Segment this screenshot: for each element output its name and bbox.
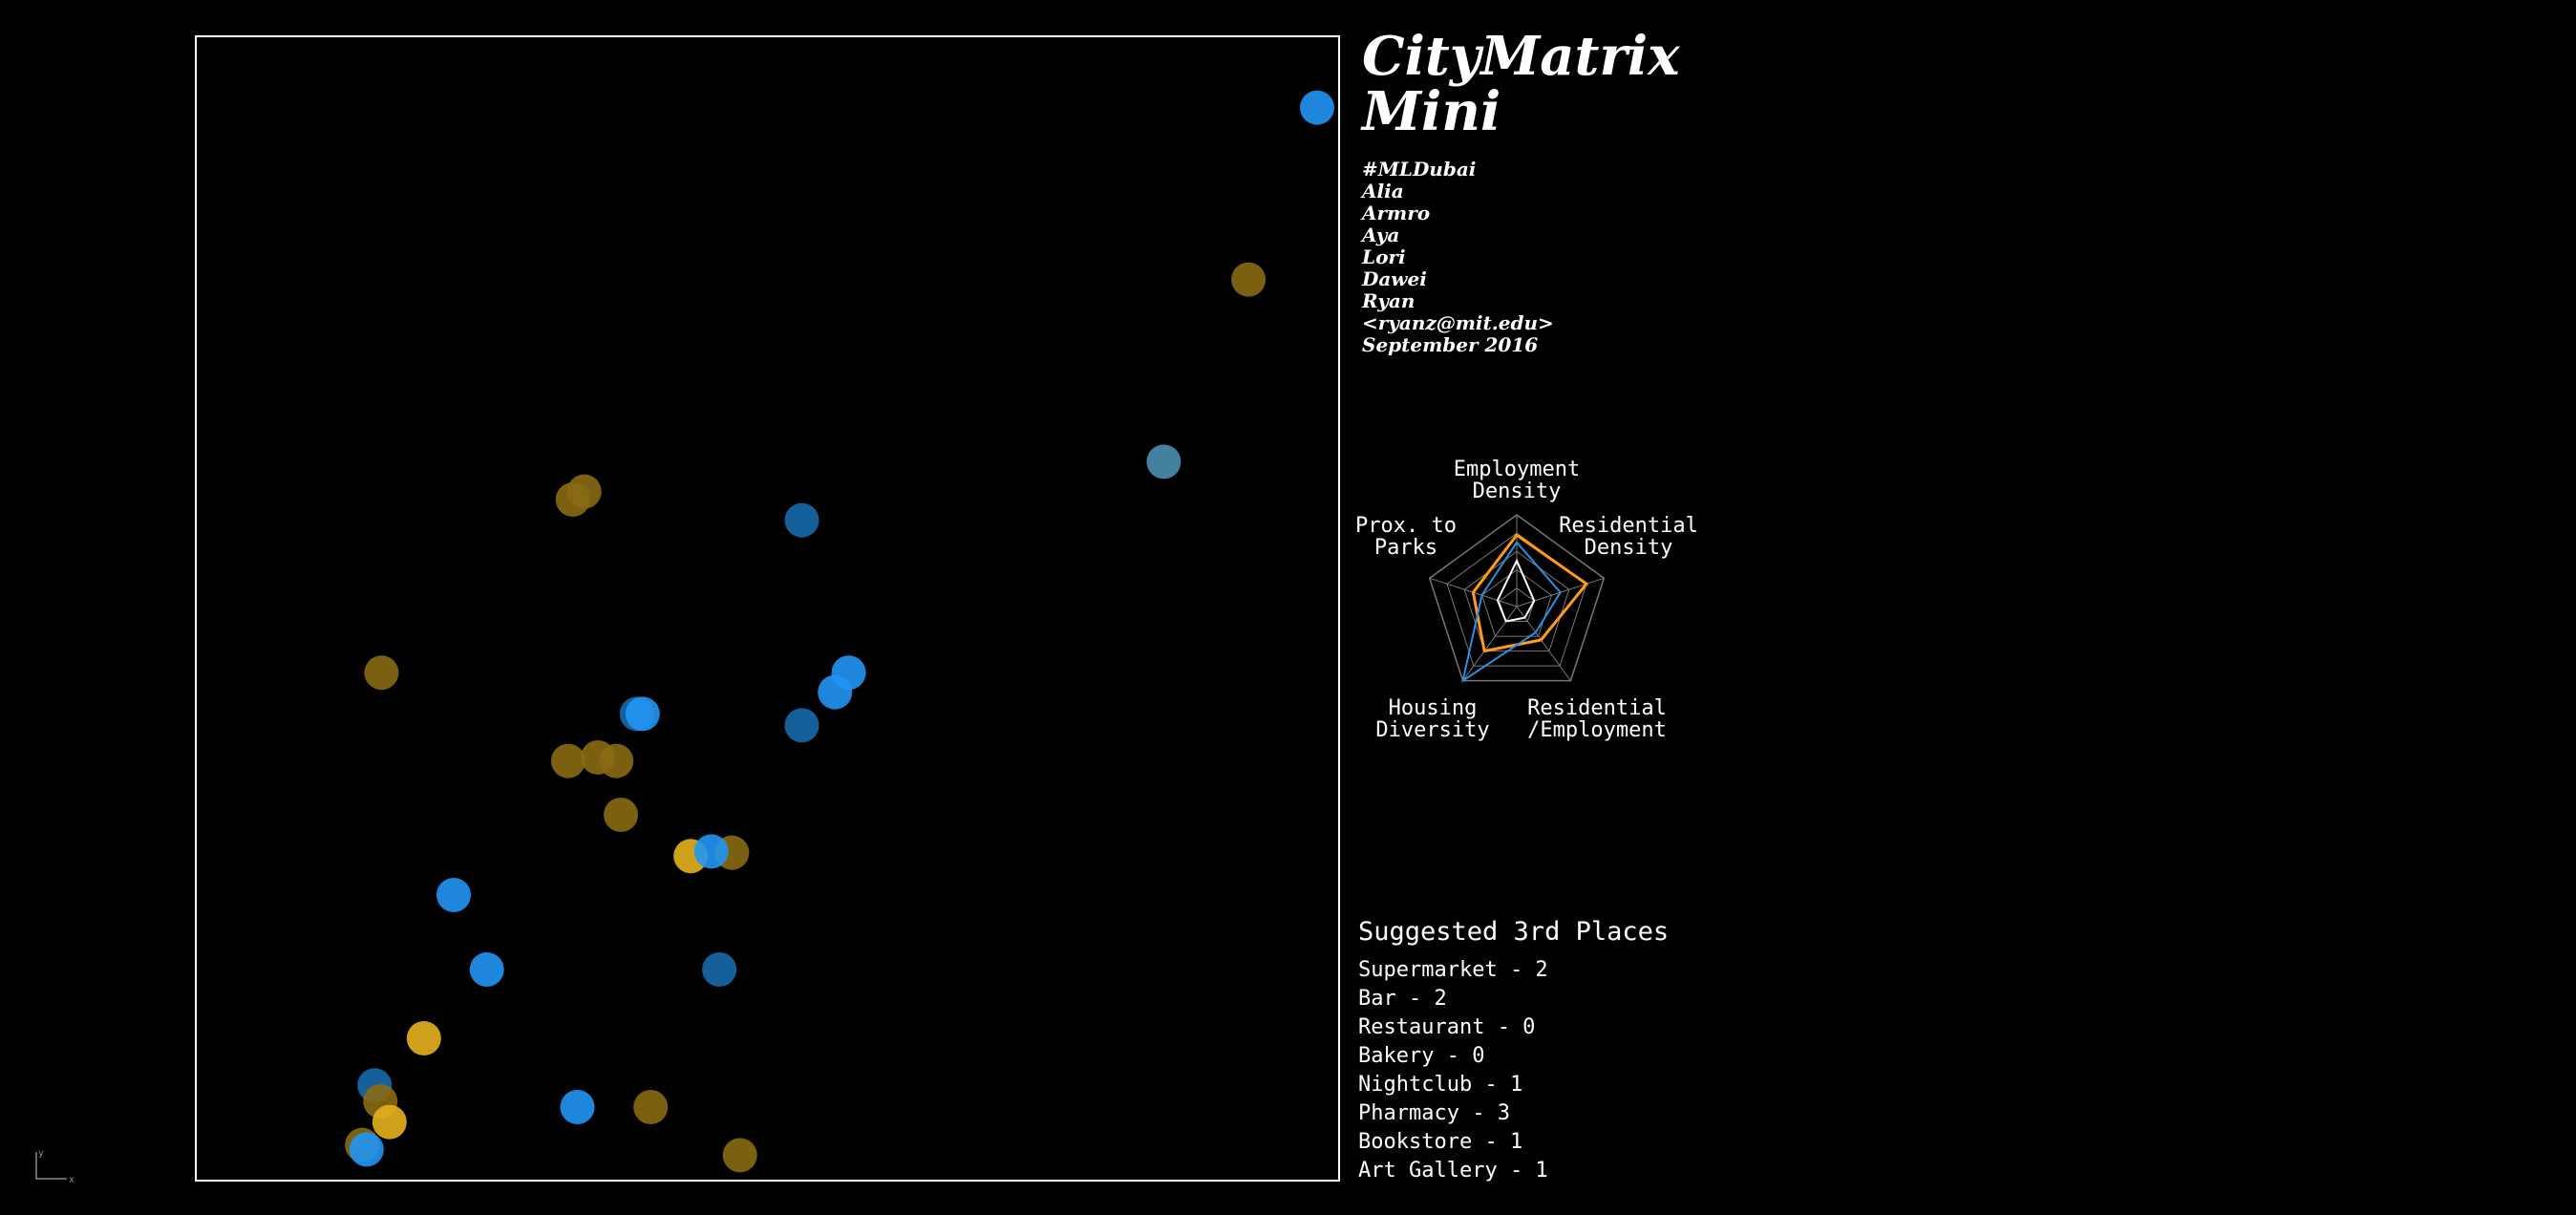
scatter-point[interactable] <box>364 655 399 691</box>
credit-name: Armro <box>1362 202 1431 224</box>
credit-name: Aya <box>1362 224 1400 246</box>
scatter-point[interactable] <box>1146 444 1182 480</box>
scatter-point[interactable] <box>633 1090 669 1124</box>
scatter-point[interactable] <box>555 482 590 517</box>
credit-hashtag: #MLDubai <box>1362 158 1477 181</box>
credit-name: Lori <box>1362 245 1406 268</box>
axis-orientation-icon: y x <box>35 1148 75 1184</box>
radar-axis-label: Housing Diversity <box>1375 696 1489 742</box>
scatter-point[interactable] <box>784 502 820 538</box>
scatter-point[interactable] <box>818 674 853 710</box>
scatter-point[interactable] <box>349 1132 384 1167</box>
place-item: Supermarket - 2 <box>1358 958 1548 982</box>
scatter-point[interactable] <box>1231 262 1267 297</box>
scatter-point[interactable] <box>625 696 660 732</box>
scatter-point[interactable] <box>436 878 471 912</box>
place-item: Pharmacy - 3 <box>1358 1101 1510 1125</box>
axis-widget-y-label: y <box>38 1148 44 1159</box>
title-block: CityMatrix Mini #MLDubai Alia Armro Aya … <box>1362 29 1680 356</box>
scatter-point[interactable] <box>702 952 737 987</box>
scatter-point[interactable] <box>406 1021 441 1055</box>
radar-chart: Employment Density Residential Density Resid… <box>1355 458 1698 742</box>
credit-name: Ryan <box>1362 289 1416 312</box>
scatter-point[interactable] <box>722 1138 757 1173</box>
radar-series <box>1461 541 1562 683</box>
scatter-point[interactable] <box>604 798 638 832</box>
radar-grid-ring <box>1463 550 1570 652</box>
credits-list: #MLDubai Alia Armro Aya Lori Dawei Ryan … <box>1362 159 1680 356</box>
place-item: Restaurant - 0 <box>1358 1015 1536 1039</box>
radar-axis-label: Residential/Employment <box>1527 696 1667 742</box>
radar-grid-ring <box>1480 568 1553 637</box>
scatter-point[interactable] <box>550 743 585 778</box>
scatter-plot[interactable] <box>195 35 1340 1182</box>
credit-email: <ryanz@mit.edu> <box>1362 311 1554 334</box>
scatter-point[interactable] <box>784 708 820 743</box>
radar-spoke <box>1516 606 1571 681</box>
place-item: Bakery - 0 <box>1358 1044 1485 1068</box>
scatter-plot-frame <box>195 35 1340 1182</box>
credit-name: Dawei <box>1362 267 1427 290</box>
place-item: Bar - 2 <box>1358 987 1447 1011</box>
app-title-line2: Mini <box>1362 80 1501 143</box>
scatter-point[interactable] <box>560 1090 595 1124</box>
axis-widget-x-label: x <box>69 1175 75 1184</box>
scatter-point[interactable] <box>469 952 504 987</box>
scatter-point[interactable] <box>599 743 634 778</box>
app-title-line1: CityMatrix <box>1362 25 1680 88</box>
radar-axis-label: Residential Density <box>1559 514 1698 560</box>
credit-date: September 2016 <box>1362 333 1539 356</box>
place-item: Bookstore - 1 <box>1358 1130 1523 1154</box>
radar-grid-ring <box>1428 514 1606 682</box>
credit-name: Alia <box>1362 180 1404 202</box>
place-item: Art Gallery - 1 <box>1358 1159 1548 1183</box>
scatter-point[interactable] <box>372 1104 407 1140</box>
place-item: Nightclub - 1 <box>1358 1073 1523 1097</box>
suggested-places-list: Supermarket - 2 Bar - 2 Restaurant - 0 B… <box>1358 956 1669 1185</box>
scatter-point[interactable] <box>1300 90 1334 125</box>
radar-series <box>1496 558 1536 623</box>
radar-axis-label: Prox. to Parks <box>1355 514 1457 560</box>
scatter-point[interactable] <box>693 834 729 869</box>
suggested-places-panel: Suggested 3rd Places Supermarket - 2 Bar… <box>1358 917 1669 1185</box>
radar-grid-ring <box>1499 587 1535 623</box>
radar-axis-label: Employment Density <box>1454 458 1580 503</box>
radar-spoke <box>1462 606 1518 681</box>
suggested-places-title: Suggested 3rd Places <box>1358 917 1670 947</box>
radar-series <box>1471 533 1589 653</box>
